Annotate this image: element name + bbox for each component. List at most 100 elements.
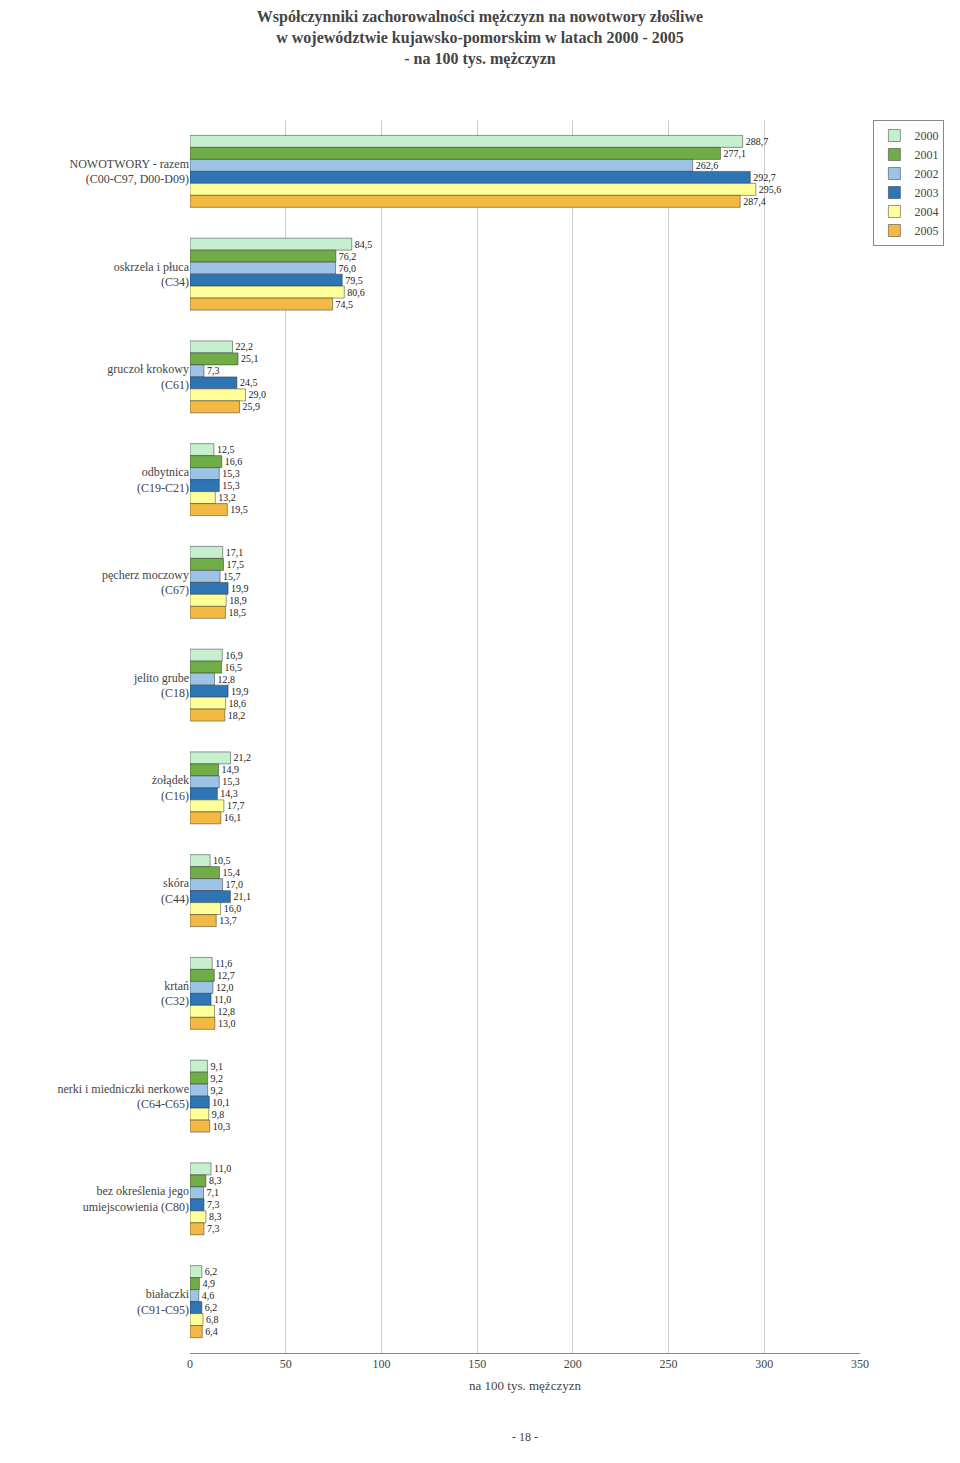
svg-text:gruczoł krokowy(C61): gruczoł krokowy(C61)	[107, 362, 189, 392]
svg-text:29,0: 29,0	[249, 389, 267, 400]
svg-text:16,9: 16,9	[225, 650, 243, 661]
svg-text:250: 250	[660, 1357, 678, 1371]
svg-text:277,1: 277,1	[723, 148, 746, 159]
svg-text:22,2: 22,2	[236, 341, 254, 352]
svg-text:295,6: 295,6	[759, 184, 782, 195]
svg-text:19,5: 19,5	[230, 504, 248, 515]
svg-text:350: 350	[851, 1357, 869, 1371]
svg-text:10,3: 10,3	[213, 1121, 231, 1132]
svg-text:12,8: 12,8	[218, 674, 236, 685]
svg-text:19,9: 19,9	[231, 583, 249, 594]
svg-text:9,2: 9,2	[211, 1085, 224, 1096]
svg-text:12,5: 12,5	[217, 444, 235, 455]
svg-text:80,6: 80,6	[347, 287, 365, 298]
svg-text:6,2: 6,2	[205, 1302, 218, 1313]
svg-text:79,5: 79,5	[345, 275, 363, 286]
svg-text:9,8: 9,8	[212, 1109, 225, 1120]
svg-text:13,7: 13,7	[219, 915, 237, 926]
svg-text:6,4: 6,4	[205, 1326, 218, 1337]
svg-text:15,7: 15,7	[223, 571, 241, 582]
svg-text:74,5: 74,5	[336, 299, 354, 310]
svg-text:300: 300	[755, 1357, 773, 1371]
svg-text:16,0: 16,0	[224, 903, 242, 914]
svg-text:14,9: 14,9	[222, 764, 240, 775]
svg-text:oskrzela i płuca(C34): oskrzela i płuca(C34)	[114, 260, 190, 290]
svg-text:15,3: 15,3	[222, 776, 240, 787]
svg-text:24,5: 24,5	[240, 377, 258, 388]
svg-text:13,0: 13,0	[218, 1018, 236, 1029]
svg-text:10,5: 10,5	[213, 855, 231, 866]
svg-text:7,3: 7,3	[207, 365, 220, 376]
svg-text:16,5: 16,5	[225, 662, 243, 673]
svg-text:bez określenia jegoumiejscowie: bez określenia jegoumiejscowienia (C80)	[83, 1184, 189, 1214]
svg-text:NOWOTWORY - razem(C00-C97, D00: NOWOTWORY - razem(C00-C97, D00-D09)	[69, 157, 189, 187]
svg-text:9,2: 9,2	[211, 1073, 224, 1084]
svg-text:288,7: 288,7	[746, 136, 769, 147]
svg-text:pęcherz moczowy(C67): pęcherz moczowy(C67)	[102, 568, 189, 598]
svg-text:50: 50	[280, 1357, 292, 1371]
svg-text:15,3: 15,3	[222, 480, 240, 491]
svg-text:12,0: 12,0	[216, 982, 234, 993]
svg-text:2002: 2002	[914, 167, 938, 181]
svg-text:15,3: 15,3	[222, 468, 240, 479]
svg-text:6,2: 6,2	[205, 1266, 218, 1277]
svg-text:25,9: 25,9	[243, 401, 261, 412]
svg-text:25,1: 25,1	[241, 353, 258, 364]
svg-text:0: 0	[187, 1357, 193, 1371]
svg-text:16,1: 16,1	[224, 812, 242, 823]
svg-text:na 100 tys. mężczyzn: na 100 tys. mężczyzn	[469, 1378, 581, 1393]
svg-text:287,4: 287,4	[743, 196, 766, 207]
svg-text:13,2: 13,2	[218, 492, 236, 503]
svg-text:18,5: 18,5	[228, 607, 246, 618]
svg-text:12,7: 12,7	[217, 970, 235, 981]
svg-text:15,4: 15,4	[222, 867, 240, 878]
svg-text:6,8: 6,8	[206, 1314, 219, 1325]
svg-text:16,6: 16,6	[225, 456, 243, 467]
svg-text:19,9: 19,9	[231, 686, 249, 697]
svg-text:100: 100	[372, 1357, 390, 1371]
svg-text:21,2: 21,2	[234, 752, 252, 763]
svg-text:21,1: 21,1	[233, 891, 251, 902]
svg-text:białaczki(C91-C95): białaczki(C91-C95)	[137, 1287, 190, 1317]
svg-text:150: 150	[468, 1357, 486, 1371]
svg-text:2004: 2004	[914, 205, 938, 219]
svg-text:17,1: 17,1	[226, 547, 244, 558]
svg-text:18,9: 18,9	[229, 595, 247, 606]
svg-text:76,2: 76,2	[339, 251, 357, 262]
svg-text:8,3: 8,3	[209, 1175, 222, 1186]
svg-text:2003: 2003	[914, 186, 938, 200]
svg-text:84,5: 84,5	[355, 239, 373, 250]
svg-text:14,3: 14,3	[220, 788, 238, 799]
svg-text:18,2: 18,2	[228, 710, 246, 721]
svg-text:262,6: 262,6	[696, 160, 719, 171]
svg-text:skóra(C44): skóra(C44)	[161, 876, 190, 906]
svg-text:2001: 2001	[914, 148, 938, 162]
svg-text:nerki i miedniczki nerkowe(C64: nerki i miedniczki nerkowe(C64-C65)	[57, 1082, 189, 1112]
svg-text:9,1: 9,1	[210, 1061, 223, 1072]
svg-text:11,0: 11,0	[214, 1163, 231, 1174]
svg-text:7,3: 7,3	[207, 1223, 220, 1234]
svg-text:odbytnica(C19-C21): odbytnica(C19-C21)	[137, 465, 190, 495]
svg-text:2005: 2005	[914, 224, 938, 238]
svg-text:18,6: 18,6	[229, 698, 247, 709]
svg-text:2000: 2000	[914, 129, 938, 143]
svg-text:7,3: 7,3	[207, 1199, 220, 1210]
svg-text:4,9: 4,9	[202, 1278, 215, 1289]
svg-text:10,1: 10,1	[212, 1097, 230, 1108]
svg-text:jelito grube(C18): jelito grube(C18)	[133, 671, 189, 701]
svg-text:200: 200	[564, 1357, 582, 1371]
svg-text:7,1: 7,1	[207, 1187, 220, 1198]
svg-text:12,8: 12,8	[218, 1006, 236, 1017]
svg-text:17,0: 17,0	[226, 879, 244, 890]
svg-text:Współczynniki zachorowalności: Współczynniki zachorowalności mężczyzn n…	[257, 8, 703, 68]
svg-text:krtań(C32): krtań(C32)	[161, 979, 189, 1009]
svg-text:11,0: 11,0	[214, 994, 231, 1005]
svg-text:17,5: 17,5	[227, 559, 245, 570]
svg-text:292,7: 292,7	[753, 172, 776, 183]
svg-text:76,0: 76,0	[338, 263, 356, 274]
svg-text:17,7: 17,7	[227, 800, 245, 811]
svg-text:11,6: 11,6	[215, 958, 232, 969]
svg-text:8,3: 8,3	[209, 1211, 222, 1222]
svg-text:4,6: 4,6	[202, 1290, 215, 1301]
svg-text:żołądek(C16): żołądek(C16)	[152, 773, 189, 803]
